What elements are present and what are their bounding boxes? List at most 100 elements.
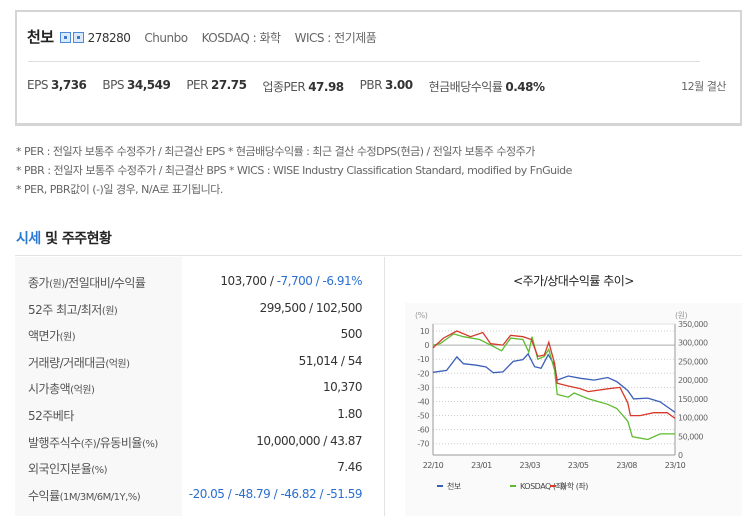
row-value: -20.05 / -48.79 / -46.82 / -51.59: [188, 486, 363, 501]
note-line: * PER : 전일자 보통주 수정주가 / 최근결산 EPS * 현금배당수익…: [16, 145, 535, 158]
company-name: 천보: [27, 28, 54, 46]
table-row: 외국인지분율(%) 7.46: [15, 455, 390, 481]
right-tick-label: 200,000: [678, 376, 708, 385]
table-row: 시가총액(억원) 10,370: [15, 375, 390, 401]
stock-icon[interactable]: [59, 32, 71, 43]
x-tick-label: 23/01: [471, 461, 492, 470]
row-label: 52주 최고/최저(원): [28, 301, 118, 318]
left-tick-label: -70: [417, 440, 429, 449]
right-tick-label: 250,000: [678, 357, 708, 366]
row-label: 액면가(원): [28, 327, 76, 344]
value-text: 51,014 / 54: [298, 353, 363, 368]
metric-현금배당수익률: 현금배당수익률 0.48%: [429, 78, 545, 95]
value-text: 1.80: [337, 407, 362, 421]
x-tick-label: 23/03: [520, 461, 541, 470]
value-text: 10,000,000 / 43.87: [256, 433, 362, 448]
left-tick-label: 0: [424, 341, 429, 350]
left-tick-label: -10: [417, 355, 429, 364]
row-value: 51,014 / 54: [298, 353, 363, 368]
x-tick-label: 23/08: [616, 461, 637, 470]
label-unit: (1M/3M/6M/1Y,%): [59, 491, 141, 503]
label-text: 액면가: [28, 329, 60, 344]
section-title-highlight: 시세: [16, 231, 41, 247]
right-axis-label: (원): [675, 311, 687, 320]
company-title-row: 천보 278280 Chunbo KOSDAQ : 화학 WICS : 전기제품: [27, 26, 390, 47]
row-label: 거래량/거래대금(억원): [28, 354, 130, 371]
value-text: 500: [340, 327, 363, 342]
table-row: 52주베타 1.80: [15, 402, 390, 428]
divider: [384, 257, 385, 516]
value-text: 103,700 /: [220, 274, 277, 288]
label-text: 수익률: [28, 488, 60, 503]
label-text: 발행주식수: [28, 435, 81, 450]
label-unit: (%): [91, 465, 108, 477]
metric-value: 27.75: [210, 78, 247, 92]
table-row: 수익률(1M/3M/6M/1Y,%) -20.05 / -48.79 / -46.…: [15, 482, 390, 508]
metric-label: BPS: [102, 78, 124, 92]
left-tick-label: -50: [417, 412, 429, 421]
metric-per: PER 27.75: [186, 78, 247, 95]
right-tick-label: 350,000: [678, 320, 708, 329]
metric-label: 업종PER: [262, 80, 306, 94]
row-value: 1.80: [337, 407, 362, 421]
table-row: 액면가(원) 500: [15, 322, 390, 348]
metric-value: 47.98: [308, 80, 344, 94]
label-text: /전일대비/수익률: [64, 276, 146, 290]
right-tick-label: 0: [678, 451, 683, 460]
divider: [28, 61, 700, 62]
chart-title: <주가/상대수익률 추이>: [513, 274, 634, 288]
left-tick-label: 10: [420, 327, 430, 336]
row-value: 299,500 / 102,500: [260, 301, 363, 315]
table-row: 52주 최고/최저(원) 299,500 / 102,500: [15, 296, 390, 322]
left-tick-label: -20: [417, 369, 429, 378]
stock-code: 278280: [87, 31, 131, 45]
plot-area: [432, 323, 676, 456]
legend-label: 화학 (좌): [560, 481, 588, 491]
notes: * PER : 전일자 보통주 수정주가 / 최근결산 EPS * 현금배당수익…: [16, 142, 572, 199]
metrics-row: EPS 3,736 BPS 34,549 PER 27.75 업종PER 47.98 PBR 3.…: [27, 78, 561, 95]
left-axis-label: (%): [415, 311, 428, 320]
metric-label: EPS: [27, 78, 48, 92]
label-unit: (%): [141, 438, 158, 450]
label-text: 외국인지분율: [28, 462, 92, 477]
left-tick-label: -40: [417, 397, 429, 406]
value-change: -20.05 / -48.79 / -46.82 / -51.59: [188, 486, 363, 501]
label-text: 52주 최고/최저: [28, 302, 102, 317]
label-unit: (억원): [70, 385, 95, 397]
left-tick-label: -60: [417, 426, 429, 435]
company-summary-box: [15, 10, 742, 126]
x-tick-label: 23/05: [568, 461, 589, 470]
table-row: 종가(원)/전일대비/수익률 103,700 / -7,700 / -6.91%: [15, 269, 390, 295]
wics-sector: WICS : 전기제품: [294, 31, 377, 45]
label-unit: (주): [80, 438, 97, 450]
english-name: Chunbo: [144, 31, 188, 45]
metric-bps: BPS 34,549: [102, 78, 170, 95]
row-value: 103,700 / -7,700 / -6.91%: [220, 274, 362, 288]
market-industry: KOSDAQ : 화학: [201, 31, 282, 45]
row-label: 발행주식수(주)/유동비율(%): [28, 434, 158, 451]
label-unit: (원): [49, 279, 65, 290]
divider: [15, 255, 742, 256]
row-value: 10,000,000 / 43.87: [256, 434, 362, 448]
row-label: 외국인지분율(%): [28, 460, 108, 477]
metric-pbr: PBR 3.00: [360, 78, 413, 95]
value-text: 10,370: [323, 380, 363, 395]
market-info-table: 종가(원)/전일대비/수익률 103,700 / -7,700 / -6.91% 5…: [15, 257, 390, 516]
series-line-1: [432, 333, 675, 441]
note-line: * PER, PBR값이 (-)일 경우, N/A로 표기됩니다.: [16, 183, 223, 196]
label-text: 시가총액: [28, 382, 71, 397]
section-title-rest: 및 주주현황: [40, 231, 112, 247]
right-tick-label: 300,000: [678, 339, 708, 348]
report-icon[interactable]: [72, 32, 84, 43]
metric-label: 현금배당수익률: [428, 80, 503, 94]
left-tick-label: -30: [417, 383, 429, 392]
table-row: 발행주식수(주)/유동비율(%) 10,000,000 / 43.87: [15, 429, 390, 455]
note-line: * PBR : 전일자 보통주 수정주가 / 최근결산 BPS * WICS :…: [16, 164, 572, 177]
price-chart: 10 0 -10 -20 -30 -40 -50 -60 -70 350,000 300,000 25…: [415, 311, 708, 491]
label-text: 종가: [28, 276, 50, 290]
label-unit: (억원): [105, 358, 130, 370]
label-unit: (원): [101, 305, 118, 317]
metric-업종per: 업종PER 47.98: [262, 78, 344, 95]
row-value: 10,370: [323, 380, 363, 395]
value-text: 7.46: [337, 460, 362, 475]
